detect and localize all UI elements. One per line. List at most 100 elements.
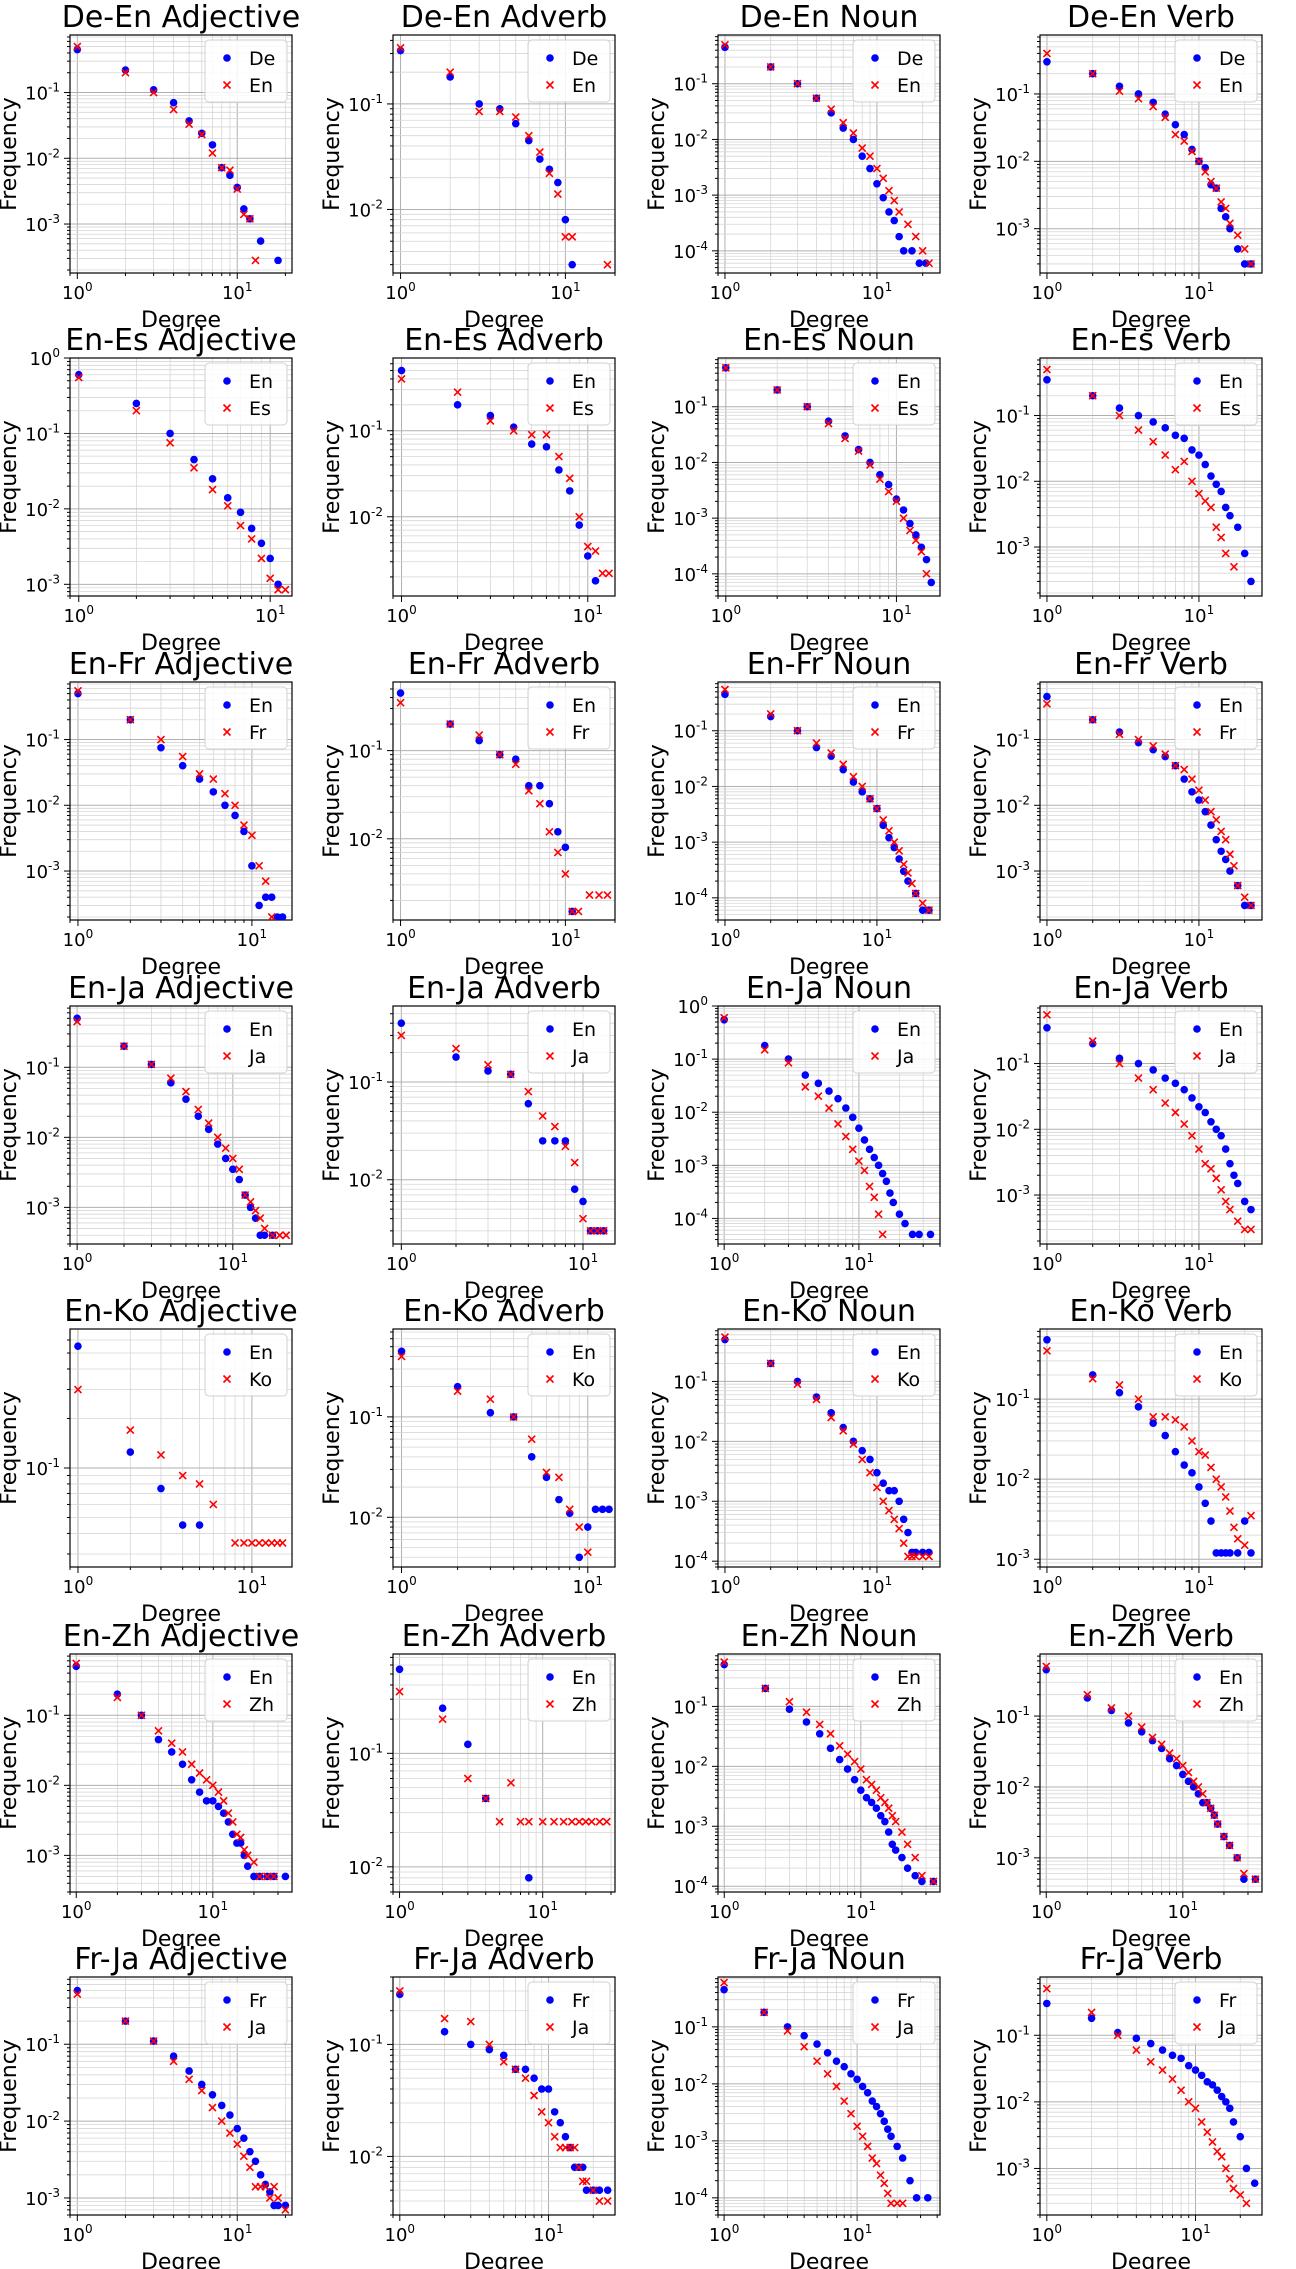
point-ko xyxy=(812,1395,821,1404)
point-ja xyxy=(1184,2097,1193,2106)
x-axis-label: Degree xyxy=(141,1602,221,1627)
point-de xyxy=(226,171,234,180)
legend-marker-en xyxy=(222,80,232,90)
point-ja xyxy=(483,1060,493,1069)
point-es xyxy=(132,406,141,415)
subplot-en-ja-adjective: 100 101 10-3 10-2 10-1 En-Ja Adjective Degree F… xyxy=(0,971,294,1304)
point-ko xyxy=(766,1359,775,1368)
point-fr xyxy=(1229,861,1239,870)
legend-label-de: De xyxy=(1219,48,1245,70)
point-en xyxy=(228,1830,237,1839)
y-axis-label: Frequency xyxy=(645,1391,670,1505)
point-es xyxy=(1149,437,1158,446)
legend-label-ja: Ja xyxy=(896,1046,914,1068)
point-fr xyxy=(812,739,821,748)
point-en xyxy=(802,1718,811,1726)
point-zh xyxy=(1206,1804,1215,1813)
point-en xyxy=(1172,1761,1181,1770)
point-ko xyxy=(1225,1506,1235,1516)
x-tick-label: 100 xyxy=(386,1251,417,1275)
data-points xyxy=(73,1342,287,1548)
point-en xyxy=(1188,1094,1196,1102)
point-en xyxy=(1201,1499,1210,1508)
legend-label-ja: Ja xyxy=(1218,2017,1236,2039)
data-points xyxy=(74,370,290,594)
point-en xyxy=(149,88,158,97)
y-axis-label: Frequency xyxy=(0,97,22,211)
point-zh xyxy=(1233,1853,1242,1862)
y-tick-label: 10-3 xyxy=(995,1846,1030,1870)
axes-frame xyxy=(717,1328,941,1568)
x-tick-label: 100 xyxy=(1032,280,1063,304)
point-ja xyxy=(1146,2057,1155,2066)
point-ja xyxy=(281,2205,290,2214)
y-tick-label: 10-1 xyxy=(995,728,1030,752)
point-en xyxy=(527,1453,536,1461)
legend-marker-en xyxy=(871,701,879,709)
x-tick-label: 100 xyxy=(63,603,94,627)
point-zh xyxy=(826,1729,835,1738)
legend-box xyxy=(204,686,288,750)
point-fr xyxy=(499,2051,508,2060)
point-en xyxy=(221,1154,230,1163)
legend: En Es xyxy=(1174,362,1258,426)
point-ko xyxy=(1187,1436,1197,1446)
x-tick-label: 100 xyxy=(1032,603,1063,627)
x-axis-label: Degree xyxy=(141,631,221,656)
point-ja xyxy=(870,1193,879,1202)
point-ja xyxy=(1177,2086,1186,2095)
point-fr xyxy=(1088,715,1097,724)
subplot-title: En-Fr Adverb xyxy=(408,647,600,682)
y-axis-label: Frequency xyxy=(0,744,22,858)
point-en xyxy=(1115,1054,1124,1063)
y-tick-label: 10-3 xyxy=(673,183,708,207)
y-axis-label: Frequency xyxy=(967,1716,992,1830)
subplot-title: En-Ko Adjective xyxy=(64,1294,298,1329)
point-en xyxy=(908,1230,917,1239)
point-fr xyxy=(1222,2098,1230,2106)
point-ko xyxy=(720,1333,730,1342)
axes-frame xyxy=(392,34,616,274)
point-en xyxy=(904,877,912,885)
point-zh xyxy=(802,1708,811,1717)
legend: En Zh xyxy=(852,1658,936,1722)
point-ko xyxy=(1201,1450,1210,1460)
point-ja xyxy=(119,1042,129,1051)
legend-marker-en xyxy=(546,1348,554,1356)
y-tick-label: 10-4 xyxy=(673,1206,708,1230)
point-zh xyxy=(263,1872,272,1881)
point-en xyxy=(1246,259,1256,268)
x-axis-label: Degree xyxy=(464,308,544,333)
point-en xyxy=(1088,69,1097,78)
point-fr xyxy=(582,2186,591,2194)
point-ko xyxy=(1042,1346,1052,1355)
x-tick-label: 100 xyxy=(63,927,94,951)
legend-label-ja: Ja xyxy=(1218,1046,1236,1068)
point-en xyxy=(898,1853,906,1862)
point-zh xyxy=(1172,1754,1181,1763)
subplot-en-zh-adverb: 100 101 10-2 10-1 En-Zh Adverb Degree Frequenc… xyxy=(320,1619,616,1952)
point-ko xyxy=(1240,1541,1249,1550)
point-en xyxy=(899,1515,908,1524)
point-ko xyxy=(554,1473,563,1482)
point-fr xyxy=(511,760,520,769)
point-en xyxy=(839,118,848,127)
point-fr xyxy=(1240,893,1249,902)
point-ja xyxy=(1132,2045,1141,2055)
legend-box xyxy=(204,1658,288,1722)
axes-frame xyxy=(717,1653,941,1893)
legend-label-en: En xyxy=(1219,371,1243,393)
point-ja xyxy=(270,2182,279,2191)
x-axis-label: Degree xyxy=(141,2250,221,2269)
legend-marker-en xyxy=(1193,1025,1201,1033)
point-ja xyxy=(1212,1174,1221,1183)
point-ja xyxy=(1158,2066,1167,2075)
point-fr xyxy=(561,869,570,878)
legend-marker-ja xyxy=(222,2022,232,2032)
legend-marker-en xyxy=(546,1025,554,1033)
point-en xyxy=(555,1495,563,1504)
x-axis-label: Degree xyxy=(1111,1602,1191,1627)
point-en xyxy=(1161,752,1170,761)
legend-label-en: En xyxy=(897,695,921,717)
point-es xyxy=(509,426,518,435)
